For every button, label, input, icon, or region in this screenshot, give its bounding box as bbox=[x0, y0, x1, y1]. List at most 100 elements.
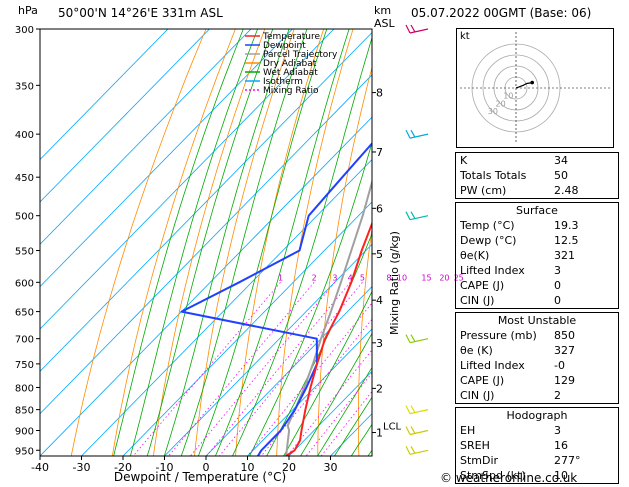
index-row-label: Totals Totals bbox=[460, 169, 527, 182]
most-unstable-row: Pressure (mb) 850 bbox=[456, 328, 618, 343]
km-tick-label: 8 bbox=[376, 87, 383, 100]
mixing-ratio-label: 3 bbox=[332, 273, 337, 282]
dewpoint-profile bbox=[180, 142, 372, 456]
pressure-tick-label: 650 bbox=[15, 308, 34, 319]
isotherm-line bbox=[40, 116, 372, 456]
most-unstable-row-value: 2 bbox=[554, 389, 561, 402]
dry-adiabat-line bbox=[70, 29, 207, 456]
index-row: PW (cm) 2.48 bbox=[456, 183, 618, 198]
hodograph-trace bbox=[515, 82, 533, 89]
wet-adiabat-line bbox=[180, 29, 308, 456]
legend-entry: Wet Adiabat bbox=[245, 68, 318, 78]
legend-entry: Temperature bbox=[245, 32, 320, 42]
dry-adiabat-line bbox=[153, 29, 266, 456]
isotherm-line bbox=[122, 201, 372, 456]
surface-row: CIN (J) 0 bbox=[456, 293, 618, 308]
temperature-tick-label: 30 bbox=[324, 461, 338, 474]
most-unstable-row-label: θe (K) bbox=[460, 344, 493, 357]
index-row: Totals Totals 50 bbox=[456, 168, 618, 183]
dry-adiabat-line bbox=[235, 29, 325, 456]
parcel-trajectory-profile bbox=[285, 178, 372, 456]
most-unstable-row-value: 129 bbox=[554, 374, 575, 387]
km-tick-label: 2 bbox=[376, 382, 383, 395]
legend-label: Mixing Ratio bbox=[263, 86, 319, 96]
pressure-tick-label: 400 bbox=[15, 130, 34, 141]
hodograph-param-row: StmDir 277° bbox=[456, 453, 618, 468]
pressure-tick-label: 950 bbox=[15, 446, 34, 457]
isotherm-line bbox=[163, 243, 372, 456]
legend-label: Parcel Trajectory bbox=[263, 50, 338, 60]
most-unstable-row-value: -0 bbox=[554, 359, 565, 372]
km-tick-label: 1 bbox=[376, 427, 383, 440]
most-unstable-title: Most Unstable bbox=[497, 314, 577, 327]
km-tick-label: 6 bbox=[376, 202, 383, 215]
wind-barb bbox=[405, 129, 429, 139]
most-unstable-row: Lifted Index -0 bbox=[456, 358, 618, 373]
pressure-tick-label: 900 bbox=[15, 427, 34, 438]
temperature-tick-label: -20 bbox=[114, 461, 132, 474]
legend-label: Temperature bbox=[262, 32, 320, 42]
wind-barb bbox=[405, 426, 429, 436]
legend-entry: Parcel Trajectory bbox=[245, 50, 338, 60]
temperature-tick-label: 20 bbox=[282, 461, 296, 474]
plot-frame bbox=[39, 28, 373, 457]
pressure-tick-label: 600 bbox=[15, 278, 34, 289]
pressure-tick-label: 550 bbox=[15, 247, 34, 258]
temperature-profile bbox=[285, 220, 372, 456]
mixing-ratio-label: 15 bbox=[421, 273, 431, 282]
isotherm-line bbox=[40, 29, 211, 203]
pressure-tick-label: 750 bbox=[15, 360, 34, 371]
mixing-ratio-label: 25 bbox=[454, 273, 464, 282]
index-row-label: K bbox=[460, 154, 468, 167]
km-unit-label: km bbox=[374, 4, 392, 17]
surface-row: Temp (°C) 19.3 bbox=[456, 218, 618, 233]
surface-row: θe(K) 321 bbox=[456, 248, 618, 263]
hodograph-table: Hodograph EH 3 SREH 16 StmDir 277° StmSpd (kt)… bbox=[455, 407, 619, 484]
dry-adiabat-line bbox=[194, 29, 295, 456]
legend-label: Dry Adiabat bbox=[263, 59, 317, 69]
legend-label: Wet Adiabat bbox=[263, 68, 318, 78]
mixing-ratio-line bbox=[189, 282, 336, 456]
surface-row: CAPE (J) 0 bbox=[456, 278, 618, 293]
surface-row-value: 321 bbox=[554, 249, 575, 262]
hodograph-param-row: StmSpd (kt) 10 bbox=[456, 468, 618, 483]
copyright-footer: © weatheronline.co.uk bbox=[440, 471, 578, 485]
pressure-tick-label: 300 bbox=[15, 25, 34, 36]
most-unstable-row-value: 850 bbox=[554, 329, 575, 342]
temperature-tick-label: 0 bbox=[203, 461, 210, 474]
most-unstable-row-label: Pressure (mb) bbox=[460, 329, 537, 342]
surface-row-label: Temp (°C) bbox=[460, 219, 515, 232]
wind-barb bbox=[405, 334, 429, 344]
hodograph-table-title: Hodograph bbox=[506, 409, 568, 422]
dry-adiabat-line bbox=[111, 29, 236, 456]
dry-adiabat-line bbox=[357, 225, 372, 456]
wet-adiabat-line bbox=[232, 36, 372, 456]
wet-adiabat-line bbox=[214, 29, 350, 456]
mixing-ratio-line bbox=[218, 282, 363, 456]
mixing-ratio-label: 4 bbox=[348, 273, 353, 282]
surface-row-label: CAPE (J) bbox=[460, 279, 505, 292]
mixing-ratio-line bbox=[167, 282, 315, 456]
temperature-tick-label: -10 bbox=[156, 461, 174, 474]
indices-table: K 34 Totals Totals 50 PW (cm) 2.48 bbox=[455, 152, 619, 199]
hodograph-param-row-label: StmSpd (kt) bbox=[460, 469, 526, 482]
surface-row-label: θe(K) bbox=[460, 249, 490, 262]
hodograph-param-row-label: EH bbox=[460, 424, 476, 437]
lcl-label: LCL bbox=[383, 422, 402, 433]
legend-label: Isotherm bbox=[263, 77, 303, 87]
km-tick-label: 7 bbox=[376, 146, 383, 159]
surface-row: Lifted Index 3 bbox=[456, 263, 618, 278]
wet-adiabat-line bbox=[146, 29, 274, 456]
wet-adiabat-line bbox=[129, 29, 258, 456]
stability-indices-panel: K 34 Totals Totals 50 PW (cm) 2.48 Surface Te… bbox=[455, 152, 619, 487]
wet-adiabat-line bbox=[163, 29, 290, 456]
pressure-tick-label: 500 bbox=[15, 212, 34, 223]
legend-entry: Dry Adiabat bbox=[245, 59, 317, 69]
hodograph-kt-label: kt bbox=[460, 31, 470, 42]
isotherm-line bbox=[205, 286, 372, 456]
surface-row-value: 19.3 bbox=[554, 219, 579, 232]
km-tick-label: 4 bbox=[376, 294, 383, 307]
hodograph-storm-point bbox=[530, 80, 534, 85]
pressure-tick-label: 850 bbox=[15, 406, 34, 417]
